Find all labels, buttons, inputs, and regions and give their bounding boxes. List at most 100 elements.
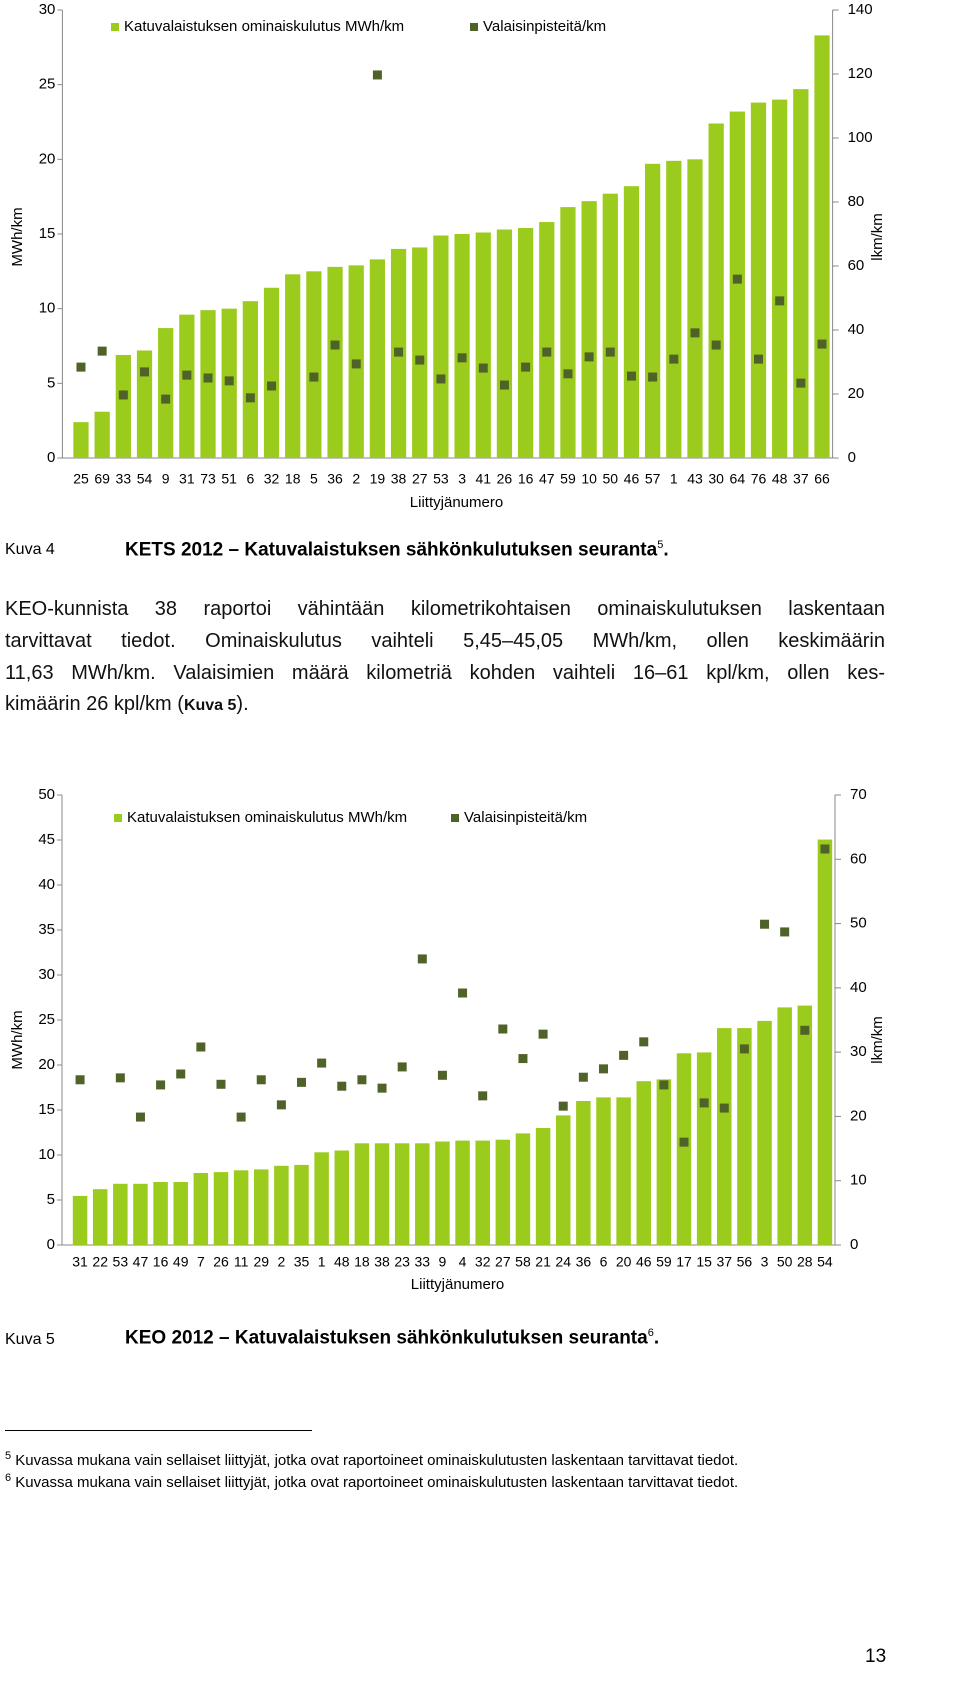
- x-tick-label: 48: [772, 471, 788, 487]
- x-tick-label: 46: [636, 1254, 652, 1270]
- x-tick-label: 3: [458, 471, 466, 487]
- marker: [780, 927, 790, 937]
- y-tick-label: 0: [47, 449, 55, 466]
- y2-tick-label: 40: [848, 321, 865, 338]
- x-tick-label: 7: [197, 1254, 205, 1270]
- bar: [193, 1173, 209, 1245]
- bar: [636, 1081, 651, 1245]
- bar: [200, 310, 216, 458]
- x-tick-label: 38: [391, 471, 407, 487]
- bar: [173, 1182, 188, 1245]
- bar: [797, 1005, 813, 1245]
- x-tick-label: 76: [751, 471, 767, 487]
- marker: [605, 347, 615, 357]
- bar: [314, 1152, 329, 1245]
- marker: [739, 1044, 749, 1054]
- bar: [656, 1079, 672, 1245]
- x-tick-label: 49: [173, 1254, 189, 1270]
- bar: [555, 1115, 571, 1245]
- bar: [242, 301, 258, 458]
- marker: [521, 362, 531, 372]
- y-tick-label: 10: [38, 1146, 55, 1163]
- bar: [576, 1101, 591, 1245]
- bar: [517, 228, 534, 458]
- y-tick-label: 30: [38, 966, 55, 983]
- x-tick-label: 33: [415, 1254, 431, 1270]
- footnote-mark: 6: [5, 1472, 12, 1484]
- marker: [437, 1070, 447, 1080]
- x-tick-label: 53: [113, 1254, 129, 1270]
- x-tick-label: 9: [439, 1254, 447, 1270]
- marker: [719, 1103, 729, 1113]
- bar: [334, 1150, 350, 1245]
- bar: [729, 111, 745, 459]
- marker: [377, 1083, 387, 1093]
- paragraph-line: KEO-kunnista 38 raportoi vähintään kilom…: [5, 598, 885, 620]
- x-tick-label: 18: [354, 1254, 370, 1270]
- bar: [496, 229, 513, 458]
- bar: [750, 102, 767, 458]
- marker: [196, 1042, 206, 1052]
- x-tick-label: 35: [294, 1254, 310, 1270]
- marker: [135, 1112, 145, 1122]
- marker: [699, 1098, 709, 1108]
- y2-axis-title: lkm/km: [869, 213, 886, 261]
- bar: [92, 1189, 108, 1245]
- legend-label: Katuvalaistuksen ominaiskulutus MWh/km: [124, 18, 404, 35]
- footnote-text: Kuvassa mukana vain sellaiset liittyjät,…: [15, 1452, 739, 1469]
- bar: [455, 1140, 470, 1245]
- marker: [753, 354, 763, 364]
- marker: [800, 1025, 810, 1035]
- x-tick-label: 69: [94, 471, 110, 487]
- marker: [711, 340, 721, 350]
- y2-tick-label: 70: [850, 786, 867, 803]
- y2-tick-label: 140: [848, 1, 873, 18]
- marker: [415, 355, 425, 365]
- bar: [394, 1143, 410, 1245]
- bar: [72, 1195, 88, 1245]
- marker: [276, 1100, 286, 1110]
- x-tick-label: 23: [394, 1254, 410, 1270]
- page-number: 13: [865, 1646, 887, 1667]
- y2-tick-label: 0: [850, 1236, 858, 1253]
- bar: [757, 1020, 772, 1245]
- bar: [817, 839, 833, 1245]
- x-tick-label: 32: [264, 471, 280, 487]
- paragraph-line: 11,63 MWh/km. Valaisimien määrä kilometr…: [5, 662, 885, 684]
- marker: [156, 1080, 166, 1090]
- y-tick-label: 15: [39, 225, 56, 242]
- y-tick-label: 35: [38, 921, 55, 938]
- y2-axis-title: lkm/km: [869, 1016, 886, 1064]
- marker: [337, 1081, 347, 1091]
- bar: [539, 222, 555, 458]
- marker: [309, 372, 319, 382]
- x-tick-label: 20: [616, 1254, 632, 1270]
- bar: [596, 1097, 611, 1245]
- x-tick-label: 1: [318, 1254, 326, 1270]
- bar: [294, 1164, 309, 1245]
- marker: [796, 378, 806, 388]
- x-tick-label: 17: [676, 1254, 692, 1270]
- bar: [73, 422, 89, 458]
- x-tick-label: 30: [708, 471, 724, 487]
- marker: [775, 296, 785, 306]
- marker: [182, 370, 192, 380]
- bar: [179, 314, 195, 458]
- marker: [317, 1058, 327, 1068]
- marker: [436, 374, 446, 384]
- bar: [94, 411, 110, 458]
- x-tick-label: 37: [793, 471, 809, 487]
- x-tick-label: 21: [535, 1254, 551, 1270]
- bar: [814, 35, 830, 459]
- x-tick-label: 25: [73, 471, 89, 487]
- marker: [669, 354, 679, 364]
- marker: [820, 844, 830, 854]
- bar: [687, 159, 703, 459]
- marker: [690, 328, 700, 338]
- bar: [772, 99, 788, 458]
- bar: [515, 1133, 531, 1245]
- bar: [581, 201, 597, 458]
- bar: [535, 1128, 551, 1245]
- x-tick-label: 54: [137, 471, 153, 487]
